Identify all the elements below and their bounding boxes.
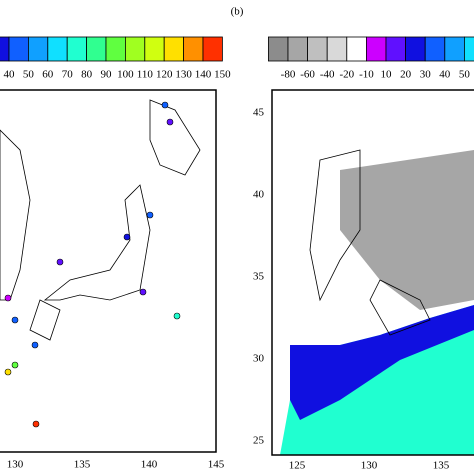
- colorbar-label: 150: [214, 69, 231, 81]
- positive-field-strong: [290, 305, 474, 420]
- colorbar-label: 10: [381, 69, 393, 81]
- colorbar-segment: [346, 36, 367, 62]
- colorbar-segment: [183, 36, 204, 62]
- right-map: [271, 89, 474, 456]
- stations: [4, 101, 181, 428]
- colorbar-label: 100: [117, 69, 134, 81]
- colorbar-segment: [385, 36, 407, 62]
- colorbar-segment: [0, 36, 10, 62]
- colorbar-label: 110: [137, 69, 154, 81]
- y-tick-label: 25: [253, 435, 265, 447]
- colorbar-label: 50: [23, 69, 35, 81]
- colorbar-segment: [267, 36, 289, 62]
- x-tick-label: 140: [141, 459, 158, 471]
- colorbar-segment: [144, 36, 165, 62]
- colorbar-label: 120: [156, 69, 173, 81]
- y-tick-label: 35: [253, 271, 265, 283]
- colorbar-segment: [307, 36, 328, 62]
- colorbar-segment: [202, 36, 223, 62]
- colorbar-segment: [47, 36, 68, 62]
- colorbar-label: 140: [195, 69, 212, 81]
- colorbar-label: -20: [339, 69, 354, 81]
- x-tick-label: 145: [208, 459, 225, 471]
- colorbar-segment: [287, 36, 309, 62]
- colorbar-segment: [405, 36, 426, 62]
- colorbar-segment: [163, 36, 184, 62]
- colorbar-label: 40: [439, 69, 451, 81]
- colorbar-label: -60: [300, 69, 315, 81]
- colorbar-label: 40: [4, 69, 16, 81]
- colorbar-label: 130: [175, 69, 192, 81]
- colorbar-segment: [27, 36, 49, 62]
- y-tick-label: 30: [253, 353, 265, 365]
- colorbar-label: 90: [101, 69, 113, 81]
- x-tick-label: 130: [361, 460, 378, 472]
- colorbar-segment: [86, 36, 107, 62]
- x-tick-label: 135: [74, 459, 91, 471]
- map-frame: [0, 89, 217, 453]
- colorbar-label: 80: [81, 69, 93, 81]
- colorbar-segment: [444, 36, 465, 62]
- colorbar-label: 60: [42, 69, 54, 81]
- colorbar-segment: [125, 36, 146, 62]
- coastline: [0, 99, 201, 341]
- left-map: [0, 89, 217, 453]
- colorbar-segment: [463, 36, 474, 62]
- colorbar-label: 50: [459, 69, 471, 81]
- map-frame: [271, 89, 474, 456]
- colorbar-label: 30: [420, 69, 432, 81]
- x-tick-label: 135: [433, 460, 450, 472]
- colorbar-segment: [424, 36, 446, 62]
- y-tick-label: 40: [253, 189, 265, 201]
- colorbar-segment: [66, 36, 87, 62]
- negative-field: [340, 150, 474, 310]
- colorbar-label: 20: [400, 69, 412, 81]
- x-tick-label: 125: [289, 460, 306, 472]
- y-tick-label: 45: [253, 107, 265, 119]
- colorbar-segment: [326, 36, 348, 62]
- colorbar-label: 70: [62, 69, 74, 81]
- colorbar-label: -40: [320, 69, 335, 81]
- coastline: [309, 149, 431, 336]
- panel-label: (b): [231, 6, 244, 18]
- colorbar-segment: [8, 36, 29, 62]
- colorbar-label: -80: [281, 69, 296, 81]
- x-tick-label: 130: [7, 459, 24, 471]
- colorbar-segment: [105, 36, 126, 62]
- colorbar-segment: [365, 36, 387, 62]
- colorbar-label: -10: [359, 69, 374, 81]
